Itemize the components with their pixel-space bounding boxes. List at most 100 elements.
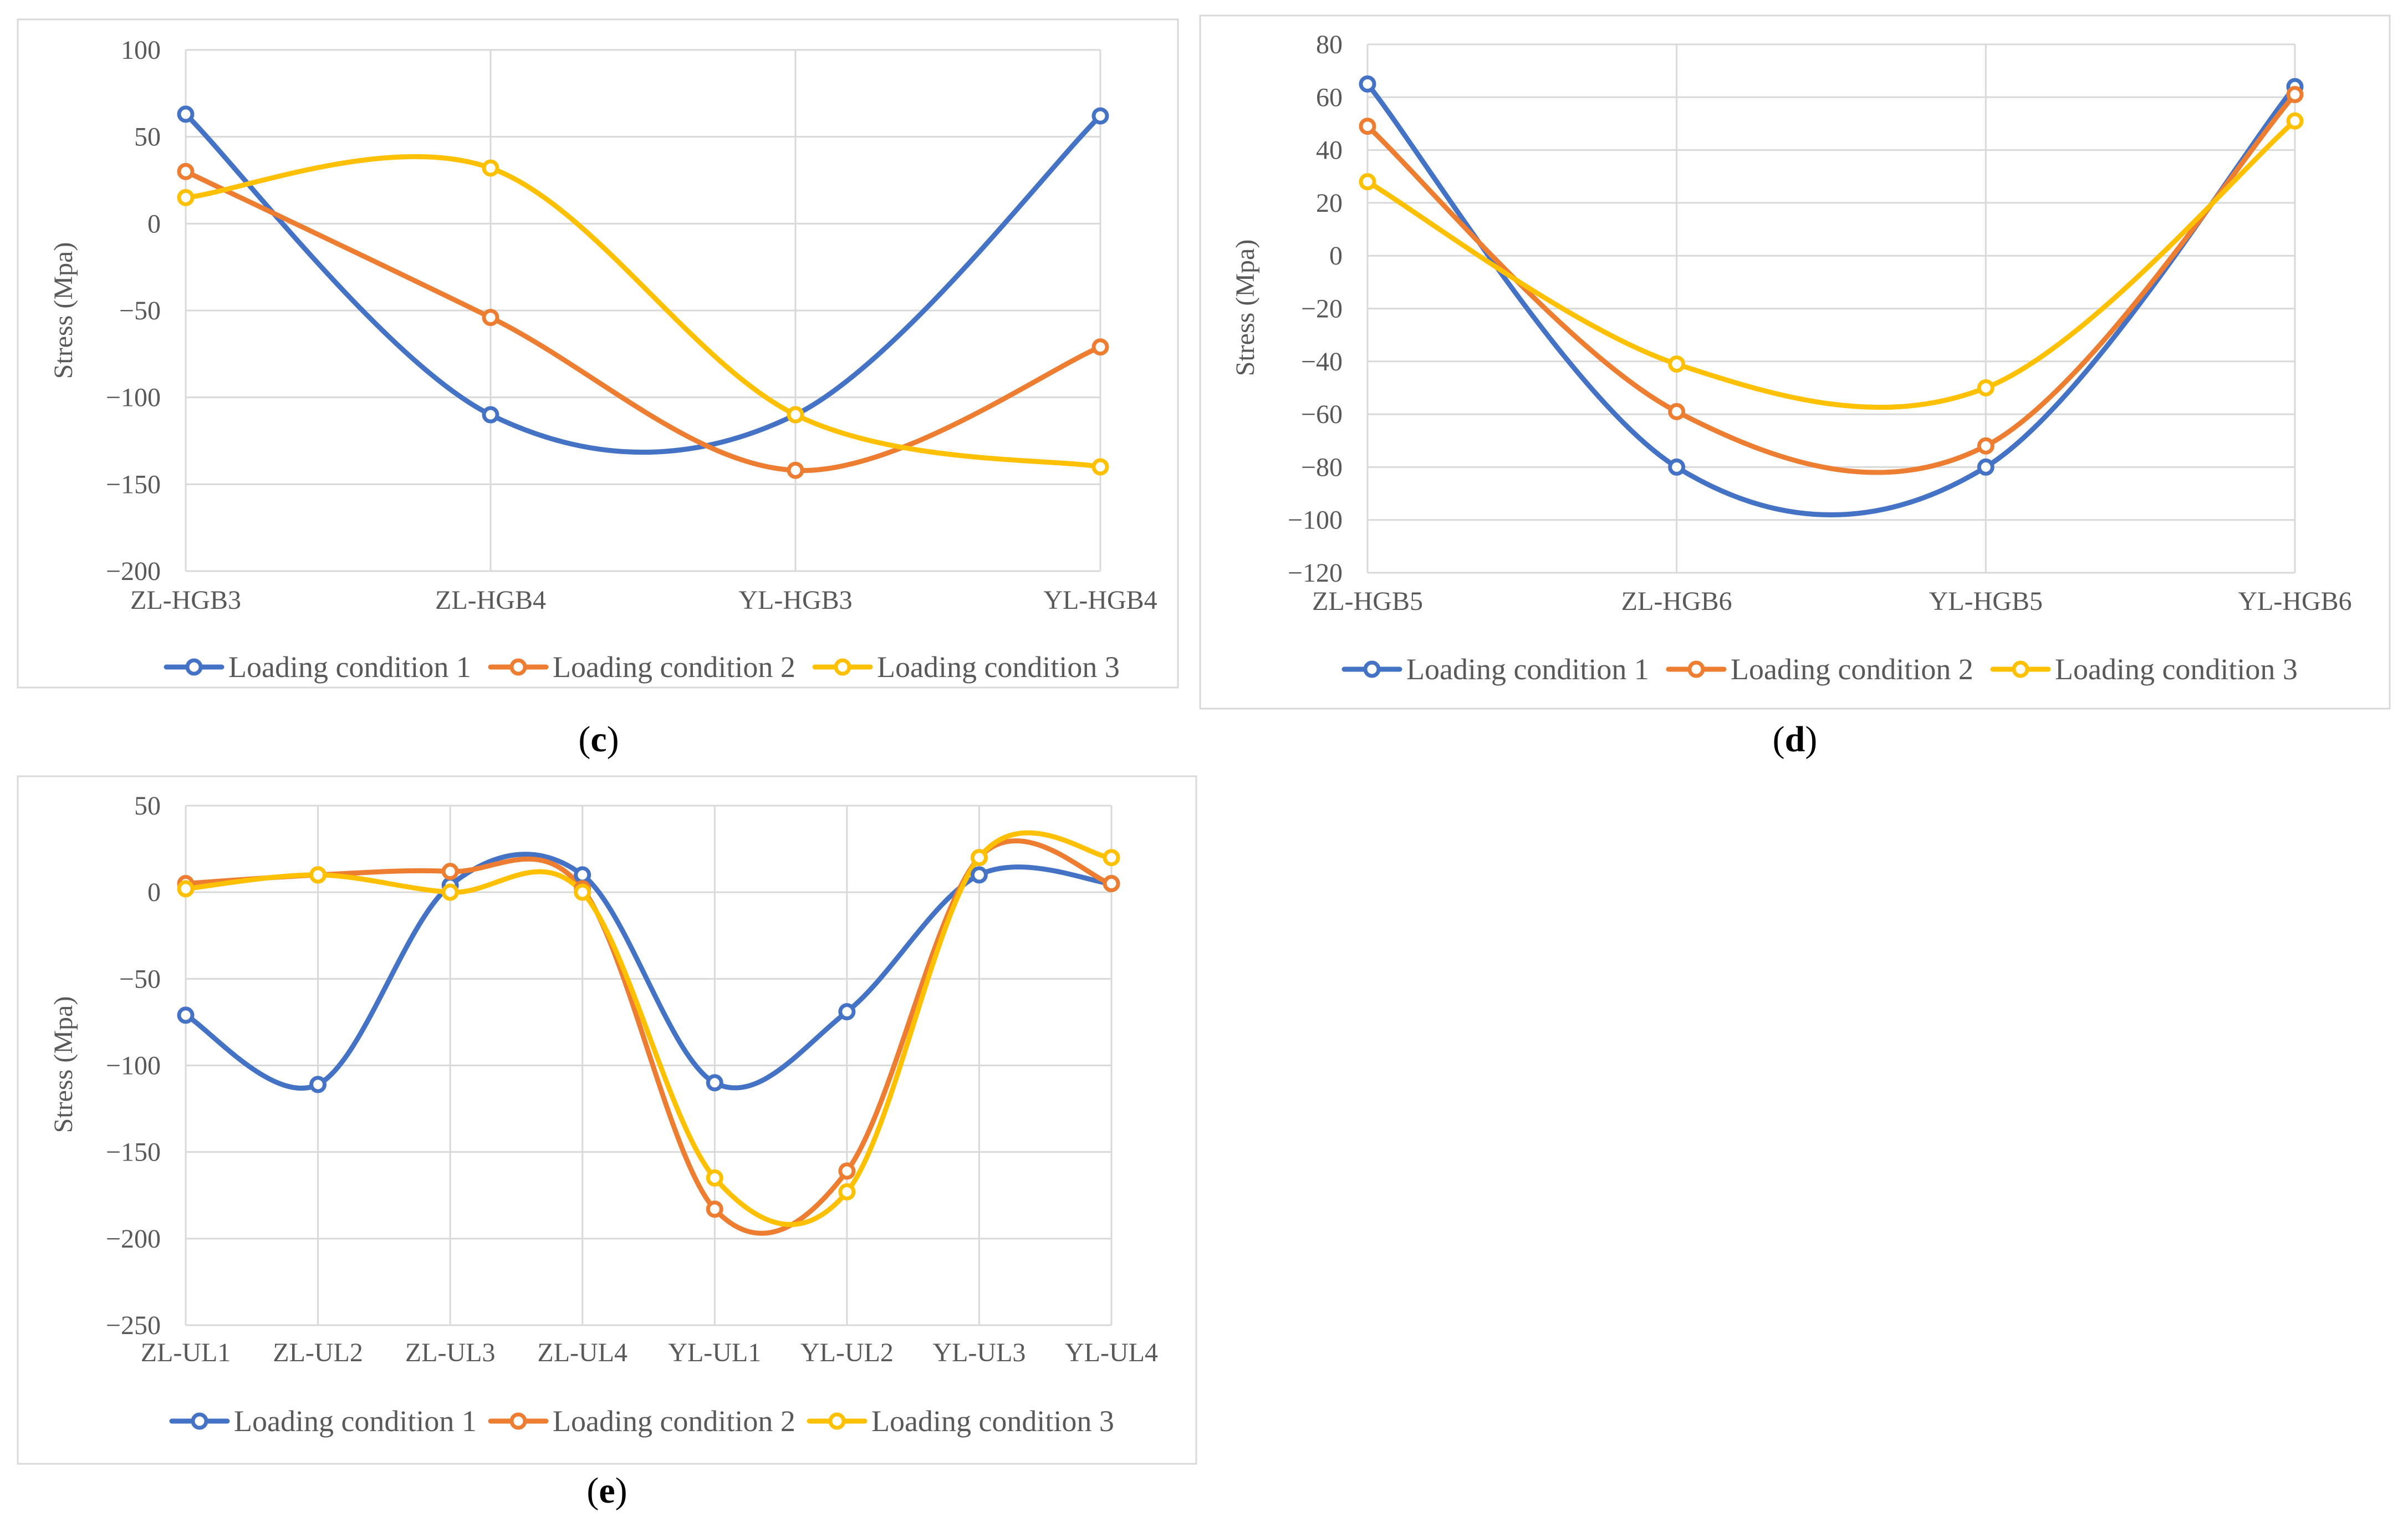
series-line-3: [183, 154, 1103, 470]
x-tick-label: YL-HGB5: [1929, 587, 2043, 616]
chart-e: −250 −200 −150 −100 −50 0 50 ZL-UL1 ZL-UL2 ZL-UL3…: [17, 775, 1197, 1511]
y-tick-label: 60: [1316, 83, 1343, 112]
x-tick-label: YL-UL1: [668, 1338, 761, 1367]
data-point: [574, 866, 591, 884]
y-tick-label: 100: [121, 35, 161, 65]
data-point: [482, 406, 499, 424]
legend-label: Loading condition 3: [2055, 653, 2298, 686]
data-point: [1091, 107, 1109, 125]
legend-label: Loading condition 2: [553, 1404, 795, 1438]
y-tick-label: 50: [134, 791, 161, 821]
data-point: [1359, 118, 1376, 135]
data-point: [1091, 338, 1109, 356]
data-point: [482, 309, 499, 327]
legend-label: Loading condition 3: [877, 650, 1120, 684]
data-point: [177, 1006, 195, 1024]
y-tick-label: −50: [119, 964, 161, 994]
data-point: [1977, 379, 1994, 396]
y-tick-label: 0: [1329, 241, 1343, 271]
legend-swatch-marker: [828, 1412, 846, 1430]
data-point: [706, 1074, 723, 1092]
y-tick-label: 50: [134, 123, 161, 152]
data-point: [1668, 355, 1686, 373]
data-point: [574, 883, 591, 901]
data-point: [2286, 112, 2304, 130]
legend-swatch-marker: [1687, 660, 1705, 678]
legend-label: Loading condition 1: [228, 650, 471, 684]
series-line-3: [183, 830, 1114, 1227]
data-point: [787, 461, 804, 479]
x-tick-label: YL-HGB3: [738, 586, 852, 615]
legend-label: Loading condition 1: [234, 1404, 477, 1438]
x-tick-label: ZL-HGB5: [1312, 587, 1423, 616]
y-axis-label: Stress (Mpa): [1231, 240, 1260, 376]
y-tick-label: −200: [106, 1224, 161, 1254]
data-point: [1103, 849, 1120, 867]
y-tick-label: −20: [1301, 294, 1343, 324]
data-point: [177, 189, 195, 206]
x-tick-label: YL-UL3: [932, 1338, 1026, 1367]
y-tick-label: 20: [1316, 189, 1343, 218]
data-point: [1977, 437, 1994, 455]
legend-swatch-marker: [185, 658, 203, 676]
y-tick-label: −120: [1288, 558, 1343, 588]
x-tick-label: ZL-HGB4: [435, 586, 546, 615]
data-point: [441, 863, 459, 881]
x-tick-label: ZL-UL4: [537, 1338, 627, 1367]
x-tick-label: ZL-HGB3: [130, 586, 241, 615]
data-point: [970, 849, 988, 867]
data-point: [309, 1076, 327, 1093]
y-tick-label: −80: [1301, 452, 1343, 482]
x-tick-label: YL-HGB6: [2238, 587, 2351, 616]
y-tick-label: −100: [1288, 506, 1343, 535]
data-point: [309, 866, 327, 884]
series-line-2: [1365, 92, 2298, 475]
data-point: [1091, 458, 1109, 476]
x-tick-label: YL-HGB4: [1043, 586, 1157, 615]
y-tick-label: −50: [119, 296, 161, 325]
y-tick-label: −60: [1301, 400, 1343, 429]
data-point: [838, 1003, 856, 1021]
y-tick-label: −100: [106, 383, 161, 413]
y-tick-label: 0: [147, 209, 161, 238]
y-tick-label: −150: [106, 470, 161, 499]
x-tick-label: ZL-UL3: [405, 1338, 496, 1367]
chart-d: −120 −100 −80 −60 −40 −20 0 20 40 60 80 ZL-HGB5 ZL-H…: [1199, 14, 2391, 760]
data-point: [838, 1162, 856, 1180]
data-point: [177, 880, 195, 898]
legend-label: Loading condition 2: [553, 650, 795, 684]
y-tick-label: −250: [106, 1311, 161, 1340]
data-point: [1668, 458, 1686, 476]
panel-caption: (c): [578, 719, 619, 760]
data-point: [1668, 403, 1686, 420]
y-axis-label: Stress (Mpa): [49, 242, 78, 379]
y-tick-label: 80: [1316, 30, 1343, 59]
data-point: [1977, 458, 1994, 476]
legend-label: Loading condition 1: [1406, 653, 1649, 686]
legend-swatch-marker: [1363, 660, 1381, 678]
x-tick-label: ZL-UL1: [141, 1338, 231, 1367]
data-point: [706, 1169, 723, 1187]
data-point: [2286, 86, 2304, 104]
legend-swatch-marker: [2012, 660, 2029, 678]
data-point: [838, 1183, 856, 1201]
y-tick-label: −100: [106, 1051, 161, 1081]
x-tick-label: ZL-HGB6: [1621, 587, 1732, 616]
legend-swatch-marker: [509, 658, 527, 676]
y-tick-label: −150: [106, 1138, 161, 1167]
chart-frame: [17, 18, 1179, 689]
data-point: [1103, 875, 1120, 893]
legend-swatch-marker: [191, 1412, 208, 1430]
y-axis-label: Stress (Mpa): [49, 996, 78, 1133]
data-point: [1359, 75, 1376, 93]
y-tick-label: 0: [147, 878, 161, 907]
x-tick-label: ZL-UL2: [273, 1338, 363, 1367]
legend-label: Loading condition 3: [871, 1404, 1114, 1438]
legend-swatch-marker: [509, 1412, 527, 1430]
series-line-1: [183, 111, 1103, 455]
data-point: [177, 105, 195, 123]
y-tick-label: 40: [1316, 136, 1343, 165]
panel-caption: (e): [586, 1470, 627, 1511]
chart-c: −200 −150 −100 −50 0 50 100 ZL-HGB3 ZL-HGB4 YL-HG…: [17, 18, 1179, 760]
